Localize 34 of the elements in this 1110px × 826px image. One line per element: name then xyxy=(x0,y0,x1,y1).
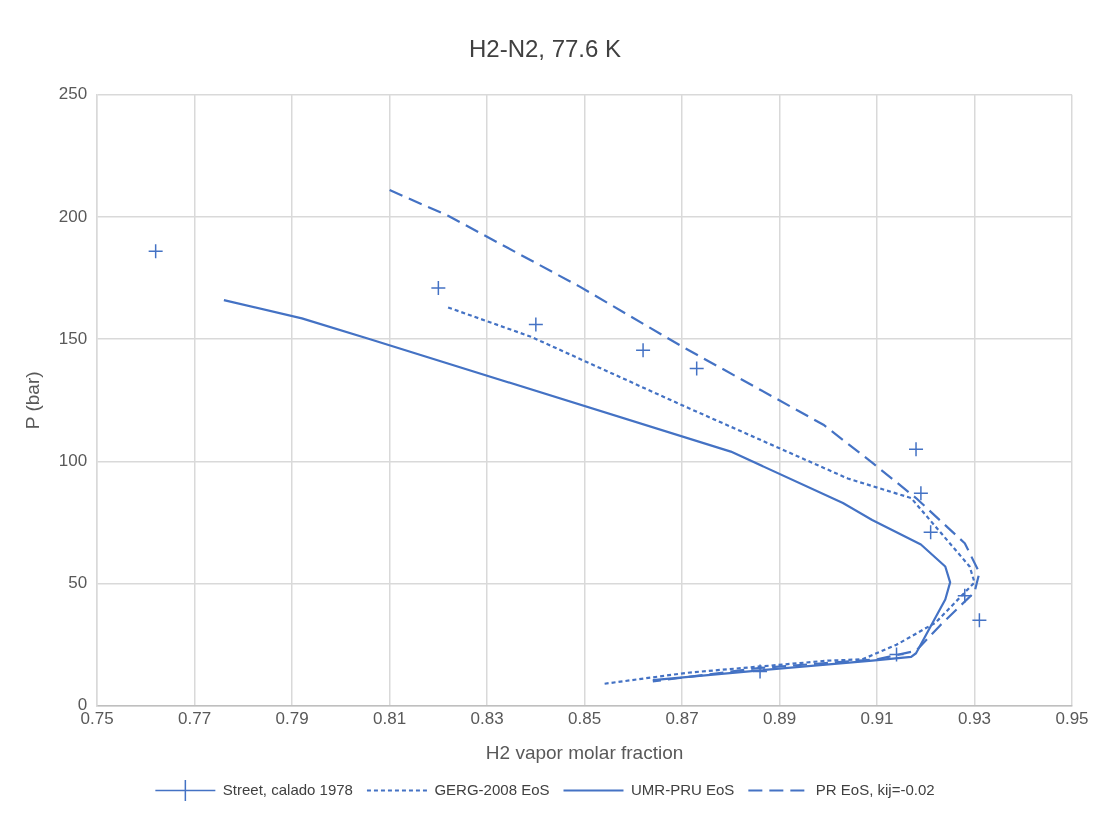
y-tick-label: 50 xyxy=(68,573,88,593)
x-tick-label: 0.85 xyxy=(568,708,602,728)
chart-title: H2-N2, 77.6 K xyxy=(468,35,622,63)
x-tick-label: 0.77 xyxy=(178,708,212,728)
legend-label: GERG-2008 EoS xyxy=(434,780,550,798)
y-tick-label: 150 xyxy=(58,328,88,348)
point xyxy=(913,485,929,501)
x-axis-title: H2 vapor molar fraction xyxy=(485,741,684,763)
point xyxy=(688,360,705,377)
x-tick-label: 0.87 xyxy=(665,708,699,728)
x-tick-label: 0.81 xyxy=(373,708,407,728)
point xyxy=(528,316,544,333)
legend-label: PR EoS, kij=-0.02 xyxy=(815,780,935,798)
x-tick-label: 0.79 xyxy=(275,708,309,728)
y-tick-label: 200 xyxy=(58,206,88,226)
y-tick-label: 100 xyxy=(58,451,88,471)
y-axis-title: P (bar) xyxy=(21,371,43,430)
point xyxy=(752,663,768,680)
point xyxy=(635,342,651,358)
point xyxy=(922,524,939,541)
x-tick-label: 0.83 xyxy=(470,708,504,728)
point xyxy=(888,646,905,663)
x-tick-label: 0.89 xyxy=(763,708,797,728)
point xyxy=(430,280,447,296)
x-tick-label: 0.93 xyxy=(957,708,992,728)
legend-label: Street, calado 1978 xyxy=(222,780,353,798)
y-tick-label: 250 xyxy=(58,84,88,104)
x-tick-label: 0.95 xyxy=(1055,708,1089,728)
point xyxy=(147,243,164,259)
point xyxy=(971,612,988,629)
legend-label: UMR-PRU EoS xyxy=(631,780,735,798)
point xyxy=(957,588,973,604)
x-tick-label: 0.91 xyxy=(860,708,894,728)
point xyxy=(908,441,924,457)
